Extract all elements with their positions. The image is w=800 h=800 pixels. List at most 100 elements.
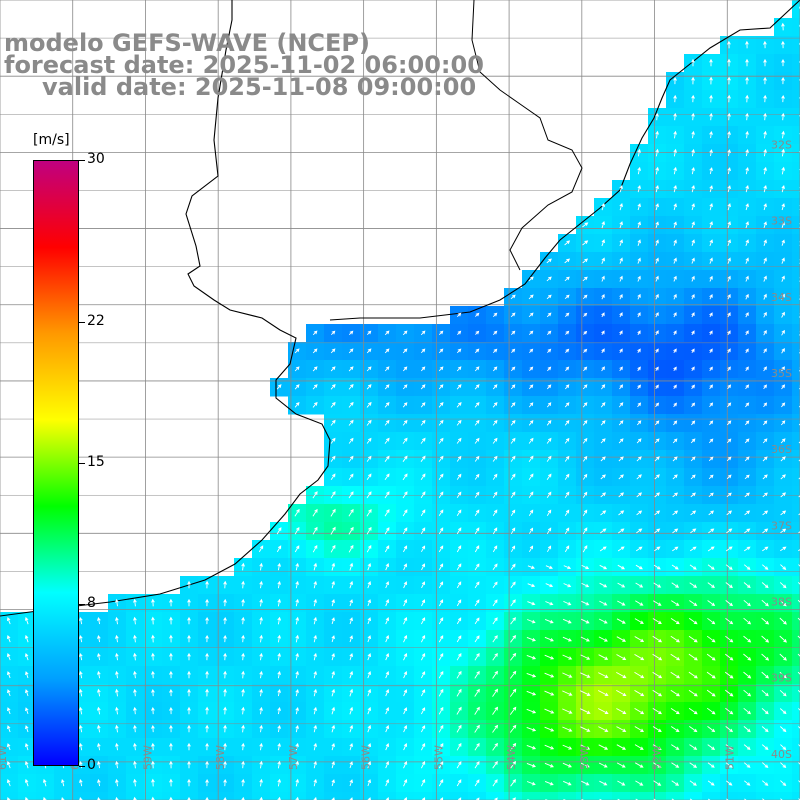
wind-arrow [744,510,751,516]
wind-arrow [727,293,731,300]
wind-arrow [564,384,570,390]
wind-arrow [779,635,788,643]
wind-arrow [745,58,749,67]
wind-arrow [24,634,29,643]
wind-arrow [24,653,29,661]
wind-arrow [494,797,498,800]
wind-arrow [384,437,390,444]
wind-arrow [366,401,372,408]
wind-cell [756,792,775,800]
wind-arrow [259,634,263,643]
wind-arrow [115,760,119,769]
colorbar-tick-label: 8 [87,595,96,612]
wind-arrow [725,744,733,750]
wind-arrow [276,384,282,390]
wind-arrow [744,474,750,480]
wind-arrow [366,473,372,481]
wind-arrow [671,762,680,768]
wind-arrow [691,312,695,318]
wind-arrow [762,438,768,444]
wind-arrow [673,384,677,389]
wind-arrow [690,528,697,534]
wind-arrow [456,706,462,715]
wind-arrow [438,742,444,751]
wind-arrow [691,239,695,246]
wind-arrow [151,778,155,787]
wind-arrow [779,689,787,697]
wind-arrow [527,565,535,570]
wind-arrow [331,688,336,697]
wind-cell [144,792,163,800]
wind-arrow [403,725,408,733]
wind-arrow [707,600,716,607]
wind-arrow [727,202,731,211]
wind-arrow [565,330,570,335]
wind-arrow [474,706,480,715]
wind-cell [792,648,800,667]
wind-arrow [456,419,462,426]
wind-arrow [745,184,749,193]
wind-arrow [510,599,516,607]
wind-arrow [616,618,626,624]
wind-cell [792,540,800,559]
wind-arrow [706,707,716,715]
wind-arrow [510,419,516,426]
wind-arrow [691,203,695,211]
wind-arrow [403,563,408,571]
wind-arrow [97,742,101,751]
wind-arrow [655,348,659,354]
wind-arrow [510,366,516,372]
wind-arrow [348,508,354,517]
wind-arrow [295,778,300,787]
wind-arrow [151,742,155,751]
wind-arrow [581,564,590,570]
wind-arrow [655,166,660,175]
wind-arrow [709,221,713,229]
wind-arrow [763,384,767,390]
wind-arrow [797,671,800,675]
wind-arrow [295,580,299,589]
wind-arrow [726,438,732,444]
wind-arrow [761,582,769,589]
wind-cell [612,792,631,800]
wind-arrow [492,706,499,715]
wind-arrow [726,420,732,426]
wind-arrow [582,437,588,444]
wind-arrow [690,510,697,516]
wind-arrow [457,797,462,800]
wind-arrow [133,670,137,679]
wind-arrow [24,616,29,625]
wind-arrow [420,437,426,444]
wind-arrow [635,582,644,588]
wind-arrow [761,744,769,751]
colorbar-tick-mark [79,463,85,464]
wind-arrow [295,634,300,643]
wind-arrow [545,583,554,588]
wind-arrow [510,652,517,661]
wind-arrow [581,600,590,606]
wind-arrow [312,330,318,336]
wind-arrow [780,780,787,787]
wind-arrow [779,599,787,607]
wind-arrow [616,672,627,679]
wind-arrow [671,780,680,786]
wind-arrow [745,94,749,103]
wind-arrow [634,618,644,624]
wind-arrow [312,384,318,390]
wind-arrow [672,528,679,534]
wind-arrow [367,761,372,769]
wind-arrow [652,744,662,750]
wind-arrow [598,618,608,624]
wind-arrow [511,348,516,354]
wind-arrow [79,742,83,751]
wind-arrow [510,779,516,787]
wind-arrow [510,760,517,769]
wind-arrow [24,778,29,787]
wind-arrow [653,582,662,588]
wind-cell [594,792,613,800]
wind-arrow [673,239,677,246]
wind-arrow [259,598,263,607]
wind-arrow [580,690,591,696]
wind-arrow [331,617,335,625]
wind-arrow [79,760,83,769]
